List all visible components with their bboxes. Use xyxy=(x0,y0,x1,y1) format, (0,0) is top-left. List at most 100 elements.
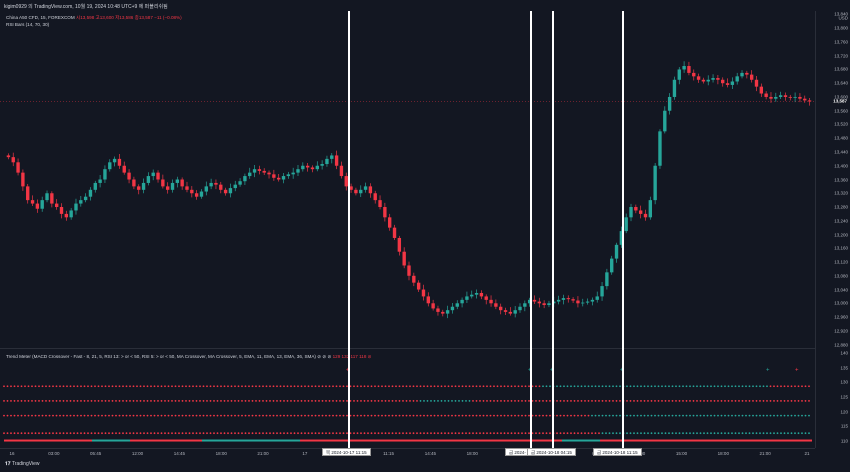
candle-body xyxy=(653,165,657,201)
trend-bar-segment xyxy=(396,439,398,442)
trend-bar-segment xyxy=(718,439,720,442)
trend-meter-dot xyxy=(321,432,324,435)
trend-bar-segment xyxy=(786,439,788,442)
trend-bar-segment xyxy=(162,439,164,442)
trend-bar-segment xyxy=(80,439,82,442)
trend-meter-dot xyxy=(178,432,180,435)
trend-meter-dot xyxy=(559,414,562,417)
trend-meter-dot xyxy=(405,400,408,402)
trend-meter-dot xyxy=(339,414,341,417)
trend-meter-dot xyxy=(342,400,345,402)
trend-meter-dot xyxy=(591,385,593,388)
trend-bar-segment xyxy=(14,439,16,442)
trend-meter-dot xyxy=(419,385,422,388)
trend-meter-dot xyxy=(101,432,103,435)
trend-meter-dot xyxy=(206,432,208,435)
candle-body xyxy=(581,302,585,304)
trend-bar-segment xyxy=(478,439,480,442)
trend-meter-dot xyxy=(314,432,317,435)
symbol-legend[interactable]: China A50 CFD, 15, FOREXCOM 시13,598 고13,… xyxy=(6,15,182,21)
trend-bar-segment xyxy=(806,439,808,442)
trend-meter-dot xyxy=(97,414,100,417)
candle-body xyxy=(238,181,242,185)
trend-meter-dot xyxy=(776,432,779,435)
trend-meter-dot xyxy=(640,414,642,417)
vertical-line-4[interactable] xyxy=(622,11,624,448)
trend-meter-dot xyxy=(321,400,324,402)
trend-meter-dot xyxy=(311,385,313,388)
trend-meter-dot xyxy=(804,400,807,402)
trend-bar-segment xyxy=(218,439,220,442)
trend-meter-dot xyxy=(342,385,345,388)
trend-meter-dot xyxy=(104,385,107,388)
vertical-line-3[interactable] xyxy=(552,11,554,448)
candle-body xyxy=(11,157,15,163)
trend-meter-dot xyxy=(220,400,222,402)
indicator-legend[interactable]: RSI Bars (14, 70, 30) xyxy=(6,22,49,27)
price-axis[interactable]: USD 13,840 13,800 13,760 13,720 13,680 13,640 1… xyxy=(815,11,850,448)
trend-bar-segment xyxy=(484,439,486,442)
trend-meter-dot xyxy=(367,400,369,402)
trend-meter-dot xyxy=(748,414,751,417)
trend-bar-segment xyxy=(498,439,500,442)
trend-bar-segment xyxy=(322,439,324,442)
candlestick-chart[interactable] xyxy=(0,11,815,348)
trend-bar-segment xyxy=(562,439,564,442)
candle-body xyxy=(518,306,522,311)
trend-bar-segment xyxy=(742,439,744,442)
trend-bar-segment xyxy=(532,439,534,442)
tradingview-logo[interactable]: 𝟏𝟕 TradingView xyxy=(5,461,39,467)
trend-meter-legend[interactable]: Trend Meter (MACD Crossover - Fast - 8, … xyxy=(6,354,372,360)
vertical-line-2[interactable] xyxy=(530,11,532,448)
trend-meter-dot xyxy=(608,400,611,402)
trend-meter-dot xyxy=(538,385,541,388)
trend-meter-dot xyxy=(808,400,810,402)
trend-meter-dot xyxy=(636,432,639,435)
trend-meter-dot xyxy=(524,432,527,435)
trend-meter-dot xyxy=(20,400,23,402)
trend-meter-dot xyxy=(339,400,341,402)
trend-meter-dot xyxy=(395,385,397,388)
trend-bar-segment xyxy=(86,439,88,442)
trend-meter-pane[interactable]: ++++++ Trend Meter (MACD Crossover - Fas… xyxy=(0,348,815,449)
trend-bar-segment xyxy=(660,439,662,442)
candle-body xyxy=(209,182,213,187)
trend-meter-dot xyxy=(447,400,450,402)
price-tick: 12,880 xyxy=(834,342,848,348)
trend-meter-dot xyxy=(125,432,128,435)
trend-bar-segment xyxy=(406,439,408,442)
trend-meter-dot xyxy=(409,432,411,435)
trend-meter-chart[interactable]: ++++++ xyxy=(0,349,815,449)
trend-meter-dot xyxy=(468,385,471,388)
trend-bar-segment xyxy=(220,439,222,442)
candle-body xyxy=(262,170,266,173)
price-chart-pane[interactable]: China A50 CFD, 15, FOREXCOM 시13,598 고13,… xyxy=(0,11,815,348)
trend-meter-dot xyxy=(545,414,548,417)
trend-meter-dot xyxy=(776,400,779,402)
candle-body xyxy=(40,200,44,209)
trend-bar-segment xyxy=(128,439,130,442)
trend-bar-segment xyxy=(506,439,508,442)
trend-meter-dot xyxy=(192,400,194,402)
trend-bar-segment xyxy=(82,439,84,442)
trend-meter-dot xyxy=(244,414,247,417)
trend-bar-segment xyxy=(300,439,302,442)
trend-bar-segment xyxy=(772,439,774,442)
trend-meter-dot xyxy=(629,385,632,388)
trend-meter-dot xyxy=(94,385,96,388)
trend-bar-segment xyxy=(238,439,240,442)
vertical-line-1[interactable] xyxy=(348,11,350,448)
trend-meter-dot xyxy=(328,414,331,417)
trend-bar-segment xyxy=(676,439,678,442)
trend-meter-dot xyxy=(402,432,404,435)
trend-meter-dot xyxy=(549,414,551,417)
trend-meter-dot xyxy=(206,385,208,388)
trend-meter-dot xyxy=(45,385,47,388)
trend-meter-dot xyxy=(689,400,691,402)
trend-meter-dot xyxy=(41,432,44,435)
trend-meter-dot xyxy=(122,385,124,388)
trend-bar-segment xyxy=(262,439,264,442)
trend-meter-dot xyxy=(136,385,138,388)
trend-bar-segment xyxy=(736,439,738,442)
candle-body xyxy=(759,86,764,94)
